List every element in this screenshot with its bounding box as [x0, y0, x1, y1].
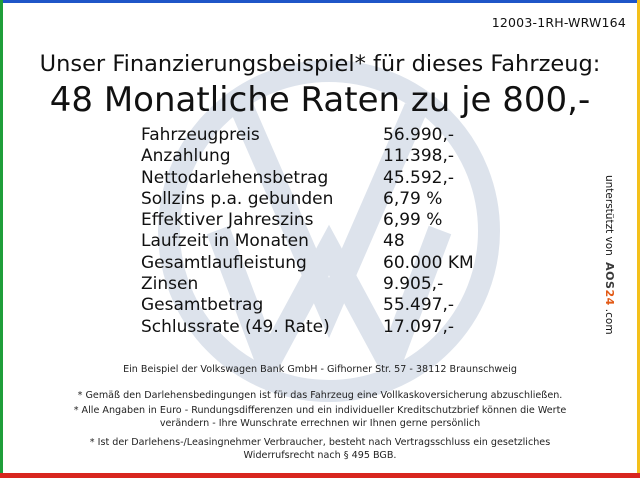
- vehicle-reference-code: 12003-1RH-WRW164: [491, 15, 626, 30]
- rounding-footnote-line2: verändern - Ihre Wunschrate errechnen wi…: [159, 418, 481, 429]
- row-label: Laufzeit in Monaten: [141, 231, 309, 252]
- financing-row: Anzahlung 11.398,-: [141, 146, 501, 167]
- supported-by-prefix: unterstützt von: [603, 175, 615, 256]
- row-value: 55.497,-: [383, 295, 455, 316]
- financing-row: Zinsen 9.905,-: [141, 274, 501, 295]
- row-label: Fahrzeugpreis: [141, 125, 260, 145]
- row-value: 48: [383, 231, 405, 252]
- withdrawal-footnote-line2: Widerrufsrecht nach § 495 BGB.: [243, 450, 397, 461]
- rounding-footnote: * Alle Angaben in Euro - Rundungsdiffere…: [20, 404, 620, 430]
- row-label: Gesamtlaufleistung: [141, 252, 307, 273]
- financing-row: Fahrzeugpreis 56.990,-: [141, 125, 501, 146]
- bank-footnote: Ein Beispiel der Volkswagen Bank GmbH - …: [123, 364, 517, 375]
- row-value: 60.000 KM: [383, 252, 474, 273]
- row-label: Gesamtbetrag: [141, 295, 264, 316]
- financing-row: Schlussrate (49. Rate) 17.097,-: [141, 317, 501, 338]
- row-value: 45.592,-: [383, 167, 455, 188]
- financing-table: Fahrzeugpreis 56.990,- Anzahlung 11.398,…: [141, 125, 501, 338]
- withdrawal-footnote: * Ist der Darlehens-/Leasingnehmer Verbr…: [20, 436, 620, 462]
- insurance-footnote: * Gemäß den Darlehensbedingungen ist für…: [77, 390, 563, 401]
- row-label: Nettodarlehensbetrag: [141, 167, 329, 188]
- top-blue-border: [0, 0, 640, 3]
- supported-by-credit: unterstützt von AOS24 .com: [603, 175, 627, 355]
- bottom-red-border: [0, 473, 640, 478]
- row-label: Anzahlung: [141, 146, 231, 167]
- financing-row: Nettodarlehensbetrag 45.592,-: [141, 168, 501, 189]
- row-value: 11.398,-: [383, 146, 455, 167]
- rounding-footnote-line1: * Alle Angaben in Euro - Rundungsdiffere…: [73, 405, 567, 416]
- row-value: 9.905,-: [383, 274, 444, 295]
- row-value: 6,99 %: [383, 210, 443, 231]
- financing-row: Laufzeit in Monaten 48: [141, 231, 501, 252]
- financing-row: Sollzins p.a. gebunden 6,79 %: [141, 189, 501, 210]
- aos24-logo-part2: 24: [603, 289, 616, 306]
- row-label: Zinsen: [141, 274, 199, 295]
- headline-subtitle: Unser Finanzierungsbeispiel* für dieses …: [39, 51, 601, 77]
- financing-row: Gesamtlaufleistung 60.000 KM: [141, 253, 501, 274]
- row-label: Schlussrate (49. Rate): [141, 316, 330, 337]
- headline-monthly-rate: 48 Monatliche Raten zu je 800,-: [49, 80, 591, 120]
- withdrawal-footnote-line1: * Ist der Darlehens-/Leasingnehmer Verbr…: [89, 437, 551, 448]
- row-value: 6,79 %: [383, 188, 443, 209]
- vw-logo-icon: [158, 60, 500, 402]
- aos24-logo: AOS24: [603, 262, 616, 306]
- supported-by-text: unterstützt von AOS24 .com: [603, 175, 616, 335]
- aos24-logo-part1: AOS: [603, 262, 616, 290]
- left-green-border: [0, 0, 3, 478]
- row-label: Effektiver Jahreszins: [141, 210, 314, 231]
- financing-row: Effektiver Jahreszins 6,99 %: [141, 210, 501, 231]
- supported-by-suffix: .com: [603, 308, 615, 335]
- financing-row: Gesamtbetrag 55.497,-: [141, 295, 501, 316]
- right-yellow-border: [637, 0, 640, 478]
- row-label: Sollzins p.a. gebunden: [141, 188, 334, 209]
- row-value: 17.097,-: [383, 316, 455, 337]
- row-value: 56.990,-: [383, 125, 455, 145]
